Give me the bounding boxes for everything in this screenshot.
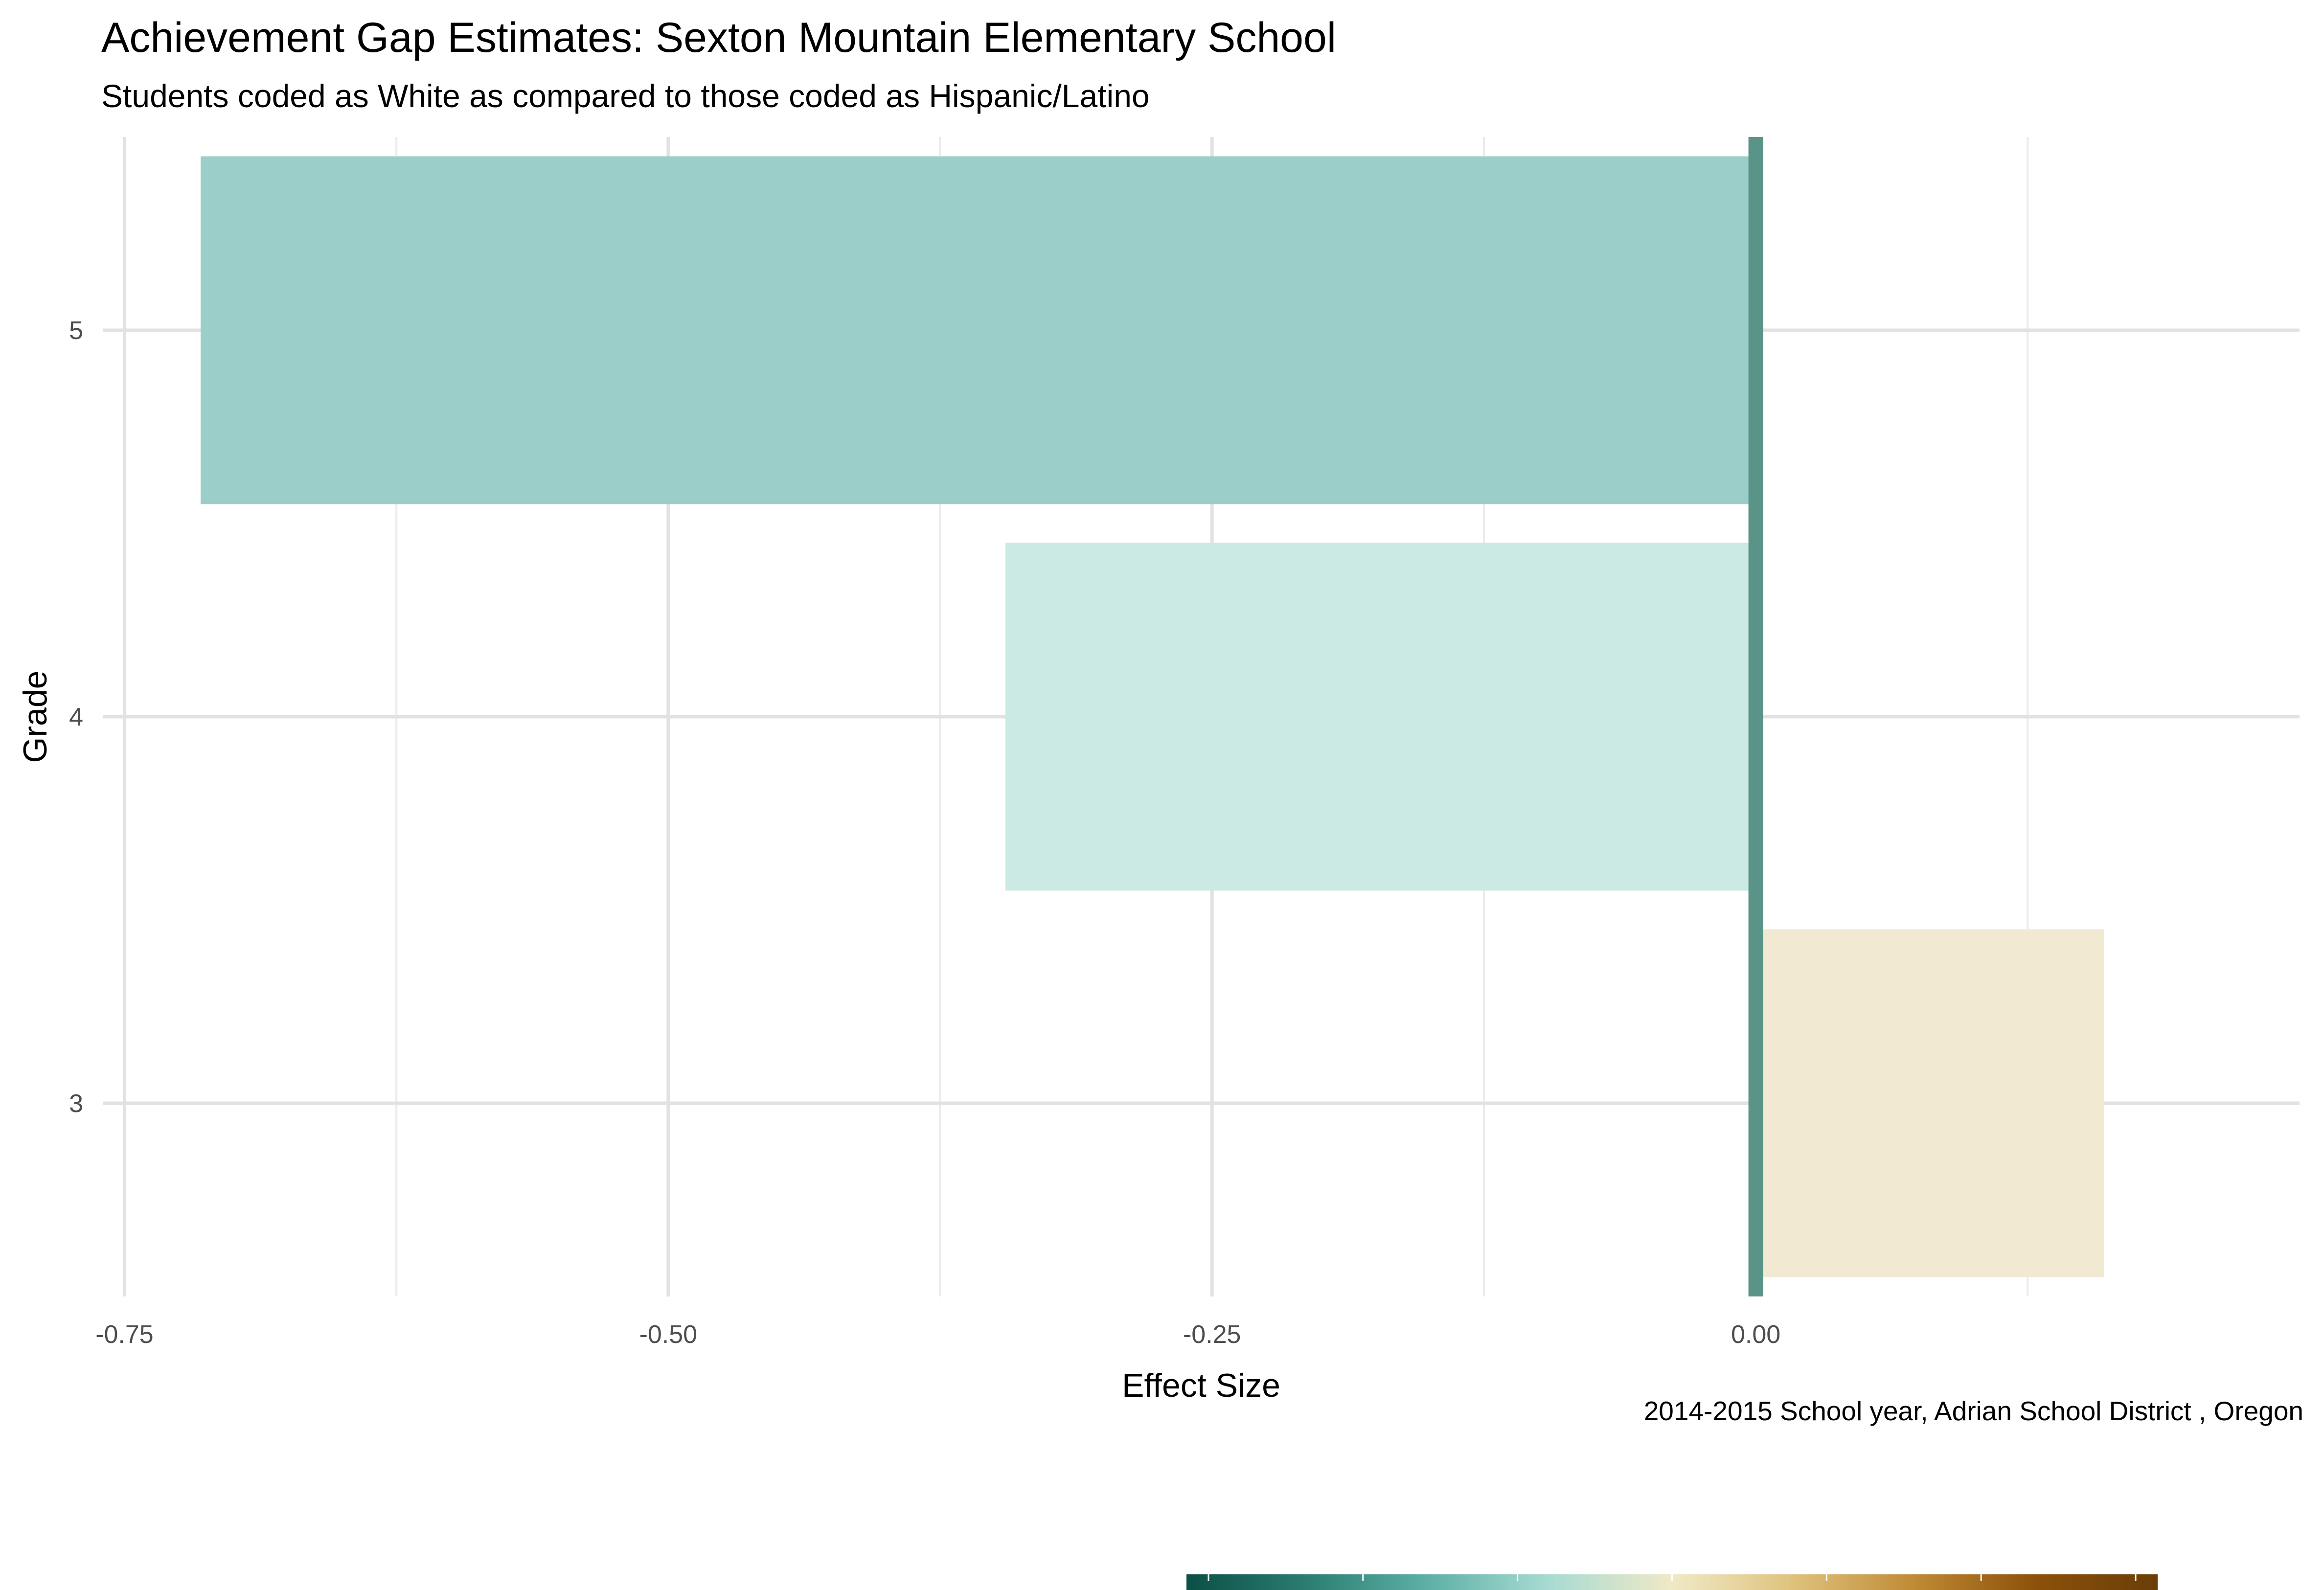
bar-grade-4 xyxy=(1005,543,1756,891)
x-tick-label: -0.75 xyxy=(95,1320,154,1349)
x-axis-title: Effect Size xyxy=(1122,1367,1280,1404)
x-tick-label: -0.25 xyxy=(1183,1320,1241,1349)
x-tick-label: -0.50 xyxy=(639,1320,698,1349)
y-tick-label: 3 xyxy=(69,1090,83,1118)
axes: -0.75 -0.50 -0.25 0.00 3 4 5 Effect Size Grade xyxy=(17,317,1780,1404)
bar-grade-5 xyxy=(201,156,1756,504)
chart-caption: 2014-2015 School year, Adrian School Dis… xyxy=(1643,1396,2303,1426)
bars xyxy=(201,156,2104,1277)
chart-title: Achievement Gap Estimates: Sexton Mounta… xyxy=(101,14,1336,61)
x-tick-label: 0.00 xyxy=(1731,1320,1780,1349)
y-tick-label: 5 xyxy=(69,317,83,345)
chart-subtitle: Students coded as White as compared to t… xyxy=(101,78,1150,114)
color-legend xyxy=(1186,1574,2158,1590)
y-axis-title: Grade xyxy=(17,671,54,763)
y-tick-label: 4 xyxy=(69,703,83,731)
bar-grade-3 xyxy=(1755,929,2104,1277)
